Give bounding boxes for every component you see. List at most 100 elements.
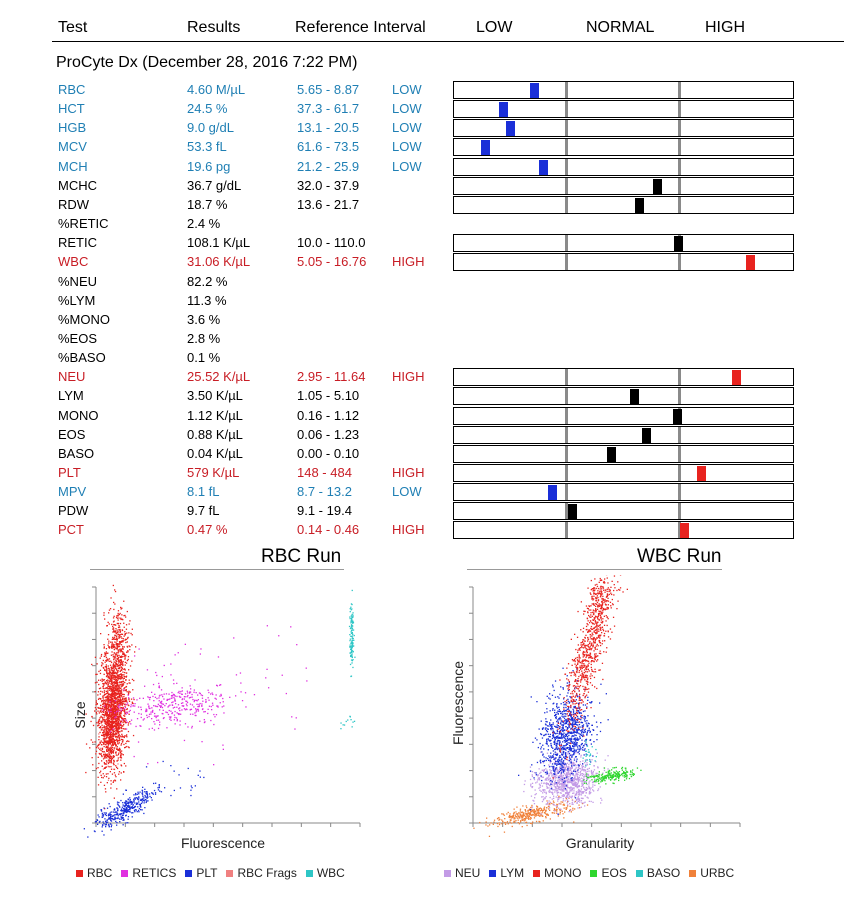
- scatter-point: [574, 794, 576, 796]
- scatter-point: [122, 684, 124, 687]
- scatter-point: [103, 694, 105, 697]
- scatter-point: [105, 744, 107, 746]
- scatter-point: [103, 756, 105, 758]
- scatter-point: [174, 700, 176, 702]
- scatter-point: [125, 662, 128, 664]
- scatter-point: [113, 701, 115, 704]
- scatter-point: [158, 705, 161, 707]
- scatter-point: [566, 675, 568, 677]
- scatter-point: [100, 709, 102, 712]
- scatter-point: [545, 782, 547, 785]
- scatter-point: [100, 708, 102, 710]
- scatter-point: [556, 760, 558, 763]
- scatter-point: [233, 637, 235, 639]
- scatter-point: [574, 723, 576, 725]
- reference-interval: 8.7 - 13.2: [297, 484, 352, 499]
- scatter-point: [136, 811, 138, 813]
- scatter-point: [589, 792, 591, 795]
- scatter-point: [573, 801, 576, 803]
- scatter-point: [562, 795, 564, 798]
- scatter-point: [112, 688, 114, 690]
- scatter-point: [113, 638, 115, 640]
- scatter-point: [121, 709, 123, 712]
- scatter-point: [550, 786, 553, 788]
- scatter-point: [108, 715, 110, 717]
- scatter-point: [548, 725, 550, 727]
- scatter-point: [586, 796, 588, 798]
- scatter-point: [195, 711, 197, 713]
- scatter-point: [201, 697, 204, 699]
- scatter-point: [103, 614, 105, 616]
- scatter-point: [560, 754, 563, 756]
- scatter-point: [558, 733, 560, 735]
- scatter-point: [106, 734, 108, 736]
- scatter-point: [104, 696, 106, 698]
- scatter-point: [535, 815, 537, 817]
- scatter-point: [113, 659, 115, 661]
- scatter-point: [100, 749, 102, 751]
- scatter-point: [126, 740, 128, 743]
- scatter-point: [113, 763, 115, 765]
- scatter-point: [110, 717, 112, 719]
- scatter-point: [111, 700, 113, 702]
- scatter-point: [108, 803, 110, 805]
- scatter-point: [188, 697, 191, 699]
- scatter-point: [585, 789, 588, 791]
- scatter-point: [153, 729, 156, 731]
- scatter-point: [144, 791, 146, 793]
- scatter-point: [105, 664, 107, 666]
- scatter-point: [110, 829, 112, 831]
- scatter-point: [566, 784, 569, 786]
- scatter-point: [97, 776, 99, 778]
- scatter-point: [165, 703, 167, 705]
- scatter-point: [568, 754, 571, 756]
- scatter-point: [352, 645, 354, 647]
- scatter-point: [118, 726, 120, 728]
- scatter-point: [118, 694, 120, 697]
- scatter-point: [111, 638, 113, 640]
- scatter-point: [595, 761, 597, 763]
- scatter-point: [171, 694, 173, 697]
- scatter-point: [564, 782, 566, 784]
- scatter-point: [100, 653, 103, 656]
- scatter-point: [350, 615, 352, 617]
- scatter-point: [114, 664, 116, 667]
- scatter-point: [98, 719, 100, 721]
- scatter-point: [116, 767, 119, 770]
- scatter-point: [122, 653, 125, 655]
- scatter-point: [515, 820, 517, 822]
- scatter-point: [580, 797, 583, 799]
- scatter-point: [120, 617, 122, 619]
- scatter-point: [120, 640, 122, 643]
- range-marker: [680, 523, 689, 538]
- scatter-point: [104, 766, 107, 768]
- scatter-point: [118, 699, 121, 702]
- scatter-point: [170, 794, 172, 797]
- scatter-point: [119, 628, 121, 631]
- scatter-point: [570, 796, 572, 798]
- scatter-point: [577, 746, 579, 748]
- flag-label: HIGH: [392, 254, 425, 269]
- scatter-point: [122, 802, 124, 804]
- scatter-point: [586, 778, 588, 780]
- scatter-point: [569, 789, 571, 791]
- scatter-point: [584, 759, 587, 761]
- scatter-point: [111, 744, 114, 746]
- scatter-point: [107, 659, 109, 661]
- scatter-point: [570, 811, 572, 813]
- scatter-point: [110, 672, 113, 674]
- scatter-point: [121, 607, 123, 609]
- scatter-point: [543, 798, 545, 800]
- scatter-point: [177, 652, 179, 654]
- scatter-point: [579, 770, 582, 773]
- scatter-point: [180, 690, 182, 693]
- scatter-point: [567, 776, 569, 778]
- scatter-point: [566, 807, 568, 809]
- scatter-point: [120, 659, 122, 661]
- scatter-point: [170, 674, 172, 676]
- scatter-point: [131, 678, 134, 681]
- scatter-point: [108, 756, 111, 759]
- scatter-point: [102, 705, 104, 707]
- scatter-point: [160, 701, 162, 703]
- scatter-point: [156, 719, 158, 721]
